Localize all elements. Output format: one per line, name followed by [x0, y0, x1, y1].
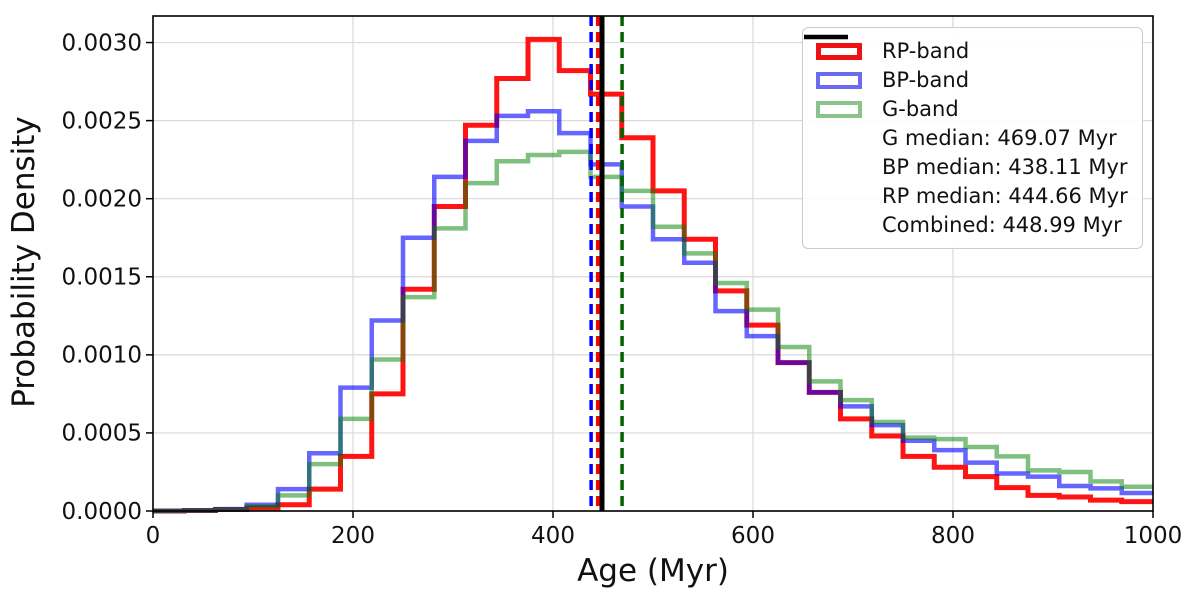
legend-label: BP median: 438.11 Myr: [882, 154, 1128, 179]
histogram-rp-band: [153, 36, 1153, 514]
y-axis-title: Probability Density: [6, 116, 42, 408]
x-tick-label: 400: [531, 523, 575, 549]
x-tick-label: 600: [731, 523, 775, 549]
legend-item: Combined: 448.99 Myr: [804, 34, 1130, 239]
x-tick-label: 0: [146, 523, 161, 549]
y-tick-label: 0.0000: [62, 499, 142, 525]
vline-layer: [589, 16, 624, 511]
y-tick-label: 0.0025: [62, 108, 142, 134]
y-tick-label: 0.0010: [62, 343, 142, 369]
x-tick-label: 800: [931, 523, 975, 549]
series-layer: [153, 36, 1153, 514]
histogram-g-band: [153, 149, 1153, 514]
plot-border: [152, 15, 1154, 512]
y-tick-label: 0.0020: [62, 187, 142, 213]
legend-label: RP median: 444.66 Myr: [882, 183, 1128, 208]
y-tick-label: 0.0005: [62, 421, 142, 447]
frame-layer: [152, 15, 1154, 512]
legend-item: G median: 469.07 Myr: [804, 35, 1130, 152]
legend-label: RP-band: [882, 38, 970, 63]
legend-item: G-band: [816, 95, 1130, 123]
y-tick-label: 0.0030: [62, 30, 142, 56]
legend-label: G median: 469.07 Myr: [882, 125, 1117, 150]
x-tick-label: 1000: [1124, 523, 1183, 549]
y-tick-label: 0.0015: [62, 265, 142, 291]
legend-label: BP-band: [882, 67, 970, 92]
legend-item: RP-band: [816, 37, 1130, 65]
legend-label: G-band: [882, 96, 959, 121]
legend-patch-swatch: [816, 71, 862, 89]
legend-patch-swatch: [816, 42, 862, 60]
legend-label: Combined: 448.99 Myr: [882, 212, 1122, 237]
legend: RP-band BP-band G-band G median: 469.07 Myr…: [802, 27, 1143, 249]
x-axis-title: Age (Myr): [577, 553, 729, 589]
legend-item: RP median: 444.66 Myr: [804, 35, 1130, 210]
x-tick-label: 200: [331, 523, 375, 549]
legend-item: BP-band: [816, 66, 1130, 94]
legend-item: BP median: 438.11 Myr: [804, 35, 1130, 181]
legend-patch-swatch: [816, 100, 862, 118]
tick-layer: 0 200 400 600 800 1000 0.0000 0.0005 0.0010 0.001…: [62, 30, 1183, 549]
